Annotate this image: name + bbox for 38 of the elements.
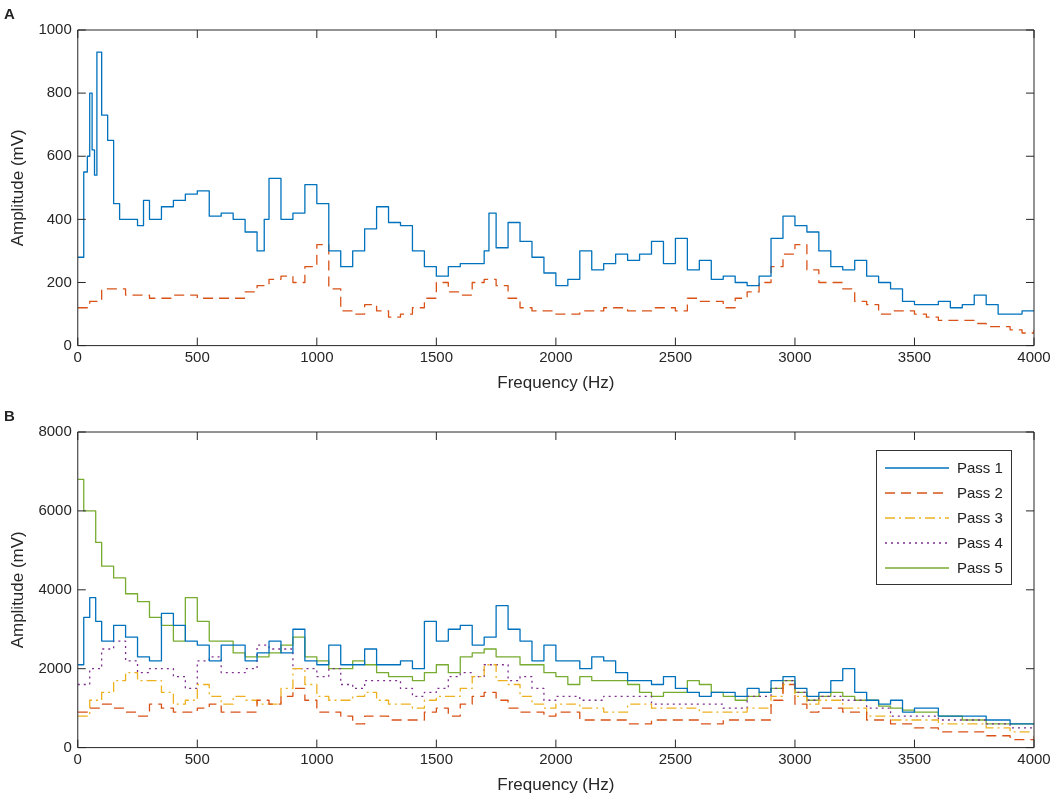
legend-label: Pass 5: [957, 559, 1003, 576]
x-tick-label: 500: [184, 347, 210, 365]
legend-label: Pass 2: [957, 484, 1003, 501]
y-tick-label: 0: [63, 335, 72, 353]
y-axis-title: Amplitude (mV): [7, 129, 27, 247]
chart-title: A: [4, 5, 15, 23]
x-tick-label: 1000: [300, 749, 334, 767]
x-tick-label: 2500: [658, 749, 693, 767]
y-tick-label: 1000: [38, 20, 72, 38]
legend-label: Pass 4: [957, 534, 1003, 551]
x-tick-label: 3000: [778, 749, 812, 767]
y-tick-label: 6000: [38, 501, 72, 519]
chart-title: B: [4, 407, 15, 425]
x-tick-label: 2000: [539, 749, 573, 767]
y-tick-label: 2000: [38, 658, 72, 676]
x-tick-label: 1500: [419, 347, 454, 365]
y-tick-label: 8000: [38, 422, 72, 440]
x-axis-title: Frequency (Hz): [497, 373, 615, 393]
y-tick-label: 400: [46, 209, 72, 227]
x-tick-label: 1500: [419, 749, 454, 767]
legend-label: Pass 1: [957, 459, 1003, 476]
x-tick-label: 3500: [897, 749, 932, 767]
y-tick-label: 0: [63, 737, 72, 755]
y-tick-label: 4000: [38, 579, 72, 597]
x-tick-label: 4000: [1017, 347, 1051, 365]
x-axis-title: Frequency (Hz): [497, 775, 615, 795]
y-axis-title: Amplitude (mV): [7, 531, 27, 649]
x-tick-label: 3500: [897, 347, 932, 365]
y-tick-label: 800: [46, 83, 72, 101]
x-tick-label: 2000: [539, 347, 573, 365]
x-tick-label: 4000: [1017, 749, 1051, 767]
x-tick-label: 2500: [658, 347, 693, 365]
x-tick-label: 3000: [778, 347, 812, 365]
x-tick-label: 1000: [300, 347, 334, 365]
y-tick-label: 600: [46, 146, 72, 164]
legend-label: Pass 3: [957, 509, 1003, 526]
x-tick-label: 500: [184, 749, 210, 767]
y-tick-label: 200: [46, 272, 72, 290]
